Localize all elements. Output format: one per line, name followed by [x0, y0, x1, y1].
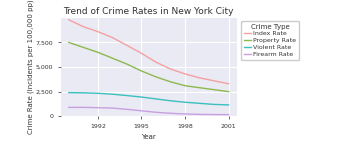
Firearm Rate — [212, 114, 216, 115]
Y-axis label: Crime Rate (Incidents per 100,000 pp): Crime Rate (Incidents per 100,000 pp) — [28, 0, 34, 134]
Firearm Rate — [226, 114, 231, 115]
Index Rate — [81, 26, 86, 28]
Firearm Rate — [183, 113, 187, 115]
Line: Firearm Rate: Firearm Rate — [69, 107, 228, 115]
Property Rate — [125, 63, 129, 65]
Property Rate — [168, 81, 172, 83]
Legend: Index Rate, Property Rate, Violent Rate, Firearm Rate: Index Rate, Property Rate, Violent Rate,… — [241, 21, 299, 60]
Property Rate — [154, 76, 158, 78]
Firearm Rate — [111, 107, 115, 109]
Property Rate — [226, 91, 231, 93]
Firearm Rate — [125, 108, 129, 110]
Property Rate — [111, 57, 115, 59]
Property Rate — [197, 87, 201, 89]
Violent Rate — [226, 104, 231, 106]
Index Rate — [168, 68, 172, 70]
Violent Rate — [81, 92, 86, 94]
Firearm Rate — [197, 113, 201, 115]
Index Rate — [212, 80, 216, 82]
Violent Rate — [125, 95, 129, 96]
Violent Rate — [154, 98, 158, 100]
Violent Rate — [96, 92, 100, 94]
Index Rate — [96, 31, 100, 32]
Property Rate — [212, 89, 216, 91]
Property Rate — [81, 46, 86, 48]
Line: Property Rate: Property Rate — [69, 42, 228, 92]
Property Rate — [140, 70, 144, 72]
Index Rate — [154, 61, 158, 63]
Violent Rate — [140, 96, 144, 98]
Violent Rate — [183, 101, 187, 103]
Violent Rate — [212, 104, 216, 105]
Firearm Rate — [81, 107, 86, 108]
Violent Rate — [197, 103, 201, 104]
Firearm Rate — [67, 107, 71, 108]
Firearm Rate — [140, 110, 144, 112]
X-axis label: Year: Year — [141, 134, 156, 140]
Property Rate — [67, 42, 71, 43]
Index Rate — [67, 19, 71, 21]
Property Rate — [183, 85, 187, 87]
Firearm Rate — [168, 112, 172, 114]
Index Rate — [140, 52, 144, 54]
Violent Rate — [111, 93, 115, 95]
Violent Rate — [168, 100, 172, 102]
Violent Rate — [67, 92, 71, 94]
Firearm Rate — [154, 111, 158, 113]
Index Rate — [111, 37, 115, 38]
Index Rate — [183, 73, 187, 75]
Line: Index Rate: Index Rate — [69, 20, 228, 84]
Index Rate — [197, 77, 201, 79]
Index Rate — [226, 83, 231, 85]
Property Rate — [96, 51, 100, 53]
Index Rate — [125, 45, 129, 46]
Line: Violent Rate: Violent Rate — [69, 93, 228, 105]
Firearm Rate — [96, 107, 100, 109]
Title: Trend of Crime Rates in New York City: Trend of Crime Rates in New York City — [64, 7, 234, 16]
